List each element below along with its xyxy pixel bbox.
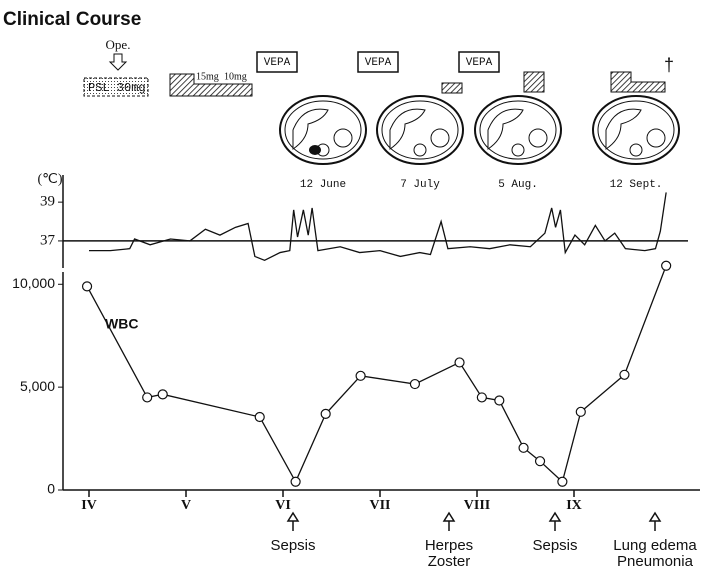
ct-scans: 12 June 7 July 5 Aug. 12 Sept. (280, 96, 679, 191)
y-tick-label: 37 (40, 232, 56, 248)
data-line (87, 266, 666, 482)
data-point (536, 457, 545, 466)
data-point (255, 412, 264, 421)
data-line (89, 192, 666, 260)
event-arrow (444, 513, 454, 531)
data-point (455, 358, 464, 367)
chart: Clinical Course Ope. PSL 30mg 15mg 10mg … (0, 0, 727, 568)
death-mark: † (664, 55, 674, 75)
x-tick-label: IX (566, 498, 582, 513)
data-point (143, 393, 152, 402)
ct-date: 12 Sept. (610, 179, 663, 191)
event-label: Zoster (428, 553, 471, 568)
treatment-label: 10mg (224, 71, 247, 82)
event-label: Herpes (425, 537, 473, 554)
data-point (620, 370, 629, 379)
event-arrow (288, 513, 298, 531)
x-tick-label: VIII (464, 498, 490, 513)
data-point (291, 477, 300, 486)
treatment-label: PSL 30mg (88, 81, 146, 95)
treatment-label: VEPA (264, 57, 291, 69)
y-tick-label: 39 (40, 194, 55, 210)
operation-label: Ope. (106, 37, 131, 52)
data-point (576, 407, 585, 416)
x-tick-label: VI (275, 498, 291, 513)
data-point (83, 282, 92, 291)
ct-date: 7 July (400, 179, 440, 191)
x-tick-label: V (181, 498, 191, 513)
data-point (558, 477, 567, 486)
treatment-label: VEPA (365, 57, 392, 69)
y-axis-label: (℃) (37, 172, 62, 187)
data-point (662, 261, 671, 270)
data-point (321, 409, 330, 418)
data-point (158, 390, 167, 399)
event-label: Sepsis (532, 537, 577, 554)
y-tick-label: 5,000 (20, 378, 55, 394)
event-arrow (550, 513, 560, 531)
data-point (477, 393, 486, 402)
chart-title: Clinical Course (3, 9, 141, 30)
treatment-label: 15mg (196, 71, 219, 82)
event-label: Lung edema (613, 537, 697, 554)
treatment-bar (611, 72, 665, 92)
x-tick-label: IV (81, 498, 97, 513)
y-tick-label: 10,000 (12, 275, 55, 291)
y-tick-label: 0 (47, 481, 55, 497)
treatment-bar (442, 83, 462, 93)
data-point (410, 380, 419, 389)
data-point (519, 443, 528, 452)
treatment-label: VEPA (466, 57, 493, 69)
arrow (110, 54, 126, 70)
ct-lesion (309, 145, 321, 155)
data-point (495, 396, 504, 405)
data-point (356, 371, 365, 380)
ct-date: 12 June (300, 179, 346, 191)
x-tick-label: VII (369, 498, 390, 513)
treatment-bar (524, 72, 544, 92)
ct-date: 5 Aug. (498, 179, 538, 191)
event-label: Sepsis (270, 537, 315, 554)
treatments: Ope. PSL 30mg 15mg 10mg VEPA VEPA VEPA † (84, 37, 674, 96)
event-arrow (650, 513, 660, 531)
event-label: Pneumonia (617, 553, 694, 568)
